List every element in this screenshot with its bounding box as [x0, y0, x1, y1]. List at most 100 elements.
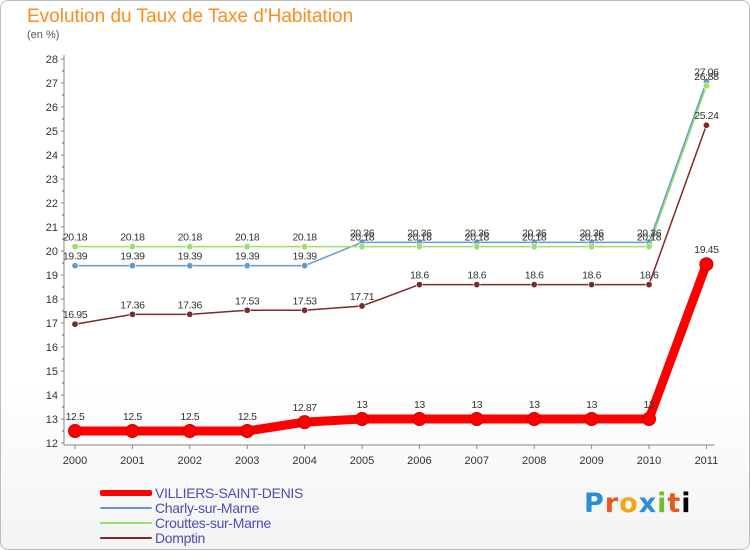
data-label: 12.5 — [238, 411, 257, 423]
data-label: 19.39 — [120, 251, 145, 263]
data-label: 18.6 — [410, 270, 429, 282]
data-point — [71, 320, 79, 328]
data-label: 17.53 — [235, 295, 260, 307]
data-label: 20.36 — [579, 227, 604, 239]
data-point — [530, 281, 538, 289]
data-label: 18.6 — [582, 270, 601, 282]
y-tick-label: 26 — [46, 102, 58, 114]
data-point — [128, 262, 136, 270]
data-label: 20.18 — [407, 232, 432, 244]
data-point — [186, 243, 194, 251]
data-label: 13 — [586, 399, 597, 411]
data-label: 20.36 — [407, 227, 432, 239]
data-label: 20.36 — [350, 227, 375, 239]
x-tick-label: 2006 — [407, 455, 431, 467]
data-point — [186, 262, 194, 270]
proxiti-logo: Proxiti — [584, 488, 692, 519]
data-point — [71, 262, 79, 270]
data-point — [584, 412, 599, 426]
y-tick-label: 27 — [46, 78, 58, 90]
y-tick-label: 25 — [46, 126, 58, 138]
y-tick-label: 19 — [46, 270, 58, 282]
legend-label-villiers-saint-denis: VILLIERS-SAINT-DENIS — [155, 485, 304, 501]
data-point — [240, 424, 255, 438]
data-point — [71, 243, 79, 251]
data-point — [128, 310, 136, 318]
data-point — [128, 243, 136, 251]
data-label: 19.39 — [178, 251, 203, 263]
legend-label-charly-sur-marne: Charly-sur-Marne — [155, 500, 260, 516]
data-label: 26.88 — [694, 71, 719, 83]
logo-letter: x — [638, 488, 658, 519]
data-label: 13 — [529, 399, 540, 411]
series-line-charly-sur-marne — [74, 80, 708, 267]
data-point — [415, 281, 423, 289]
chart-axes: 12 13 14 15 16 17 18 19 20 21 22 23 24 25 26 27 28 2000 20… — [46, 54, 718, 467]
x-tick-label: 2002 — [178, 455, 202, 467]
logo-letter: P — [584, 488, 605, 519]
data-point — [243, 243, 251, 251]
data-point — [243, 262, 251, 270]
data-label: 25.24 — [694, 110, 719, 122]
data-label: 19.45 — [694, 244, 719, 256]
legend-swatch-domptin — [100, 537, 152, 539]
data-label: 18.6 — [467, 270, 486, 282]
x-tick-label: 2003 — [235, 455, 259, 467]
data-label: 17.36 — [120, 299, 145, 311]
data-label: 27.06 — [694, 67, 719, 79]
y-tick-label: 28 — [46, 54, 58, 66]
data-point — [469, 412, 484, 426]
data-point — [530, 243, 538, 251]
data-label: 20.18 — [465, 232, 490, 244]
data-point — [702, 121, 710, 129]
legend-swatch-charly-sur-marne — [100, 507, 152, 509]
data-point — [412, 412, 427, 426]
data-label: 17.36 — [178, 299, 203, 311]
y-tick-label: 16 — [46, 342, 58, 354]
data-label: 20.36 — [465, 227, 490, 239]
data-label: 12.87 — [292, 402, 317, 414]
data-point — [699, 257, 714, 272]
y-tick-label: 23 — [46, 174, 58, 186]
data-label: 20.18 — [637, 232, 662, 244]
series-layer — [68, 78, 714, 438]
data-point — [301, 306, 309, 314]
y-tick-label: 22 — [46, 198, 58, 210]
series-line-domptin — [74, 124, 708, 325]
data-point — [186, 310, 194, 318]
data-point — [527, 412, 542, 426]
data-point — [355, 412, 369, 426]
data-label: 19.39 — [63, 251, 88, 263]
data-point — [125, 424, 140, 438]
data-point — [68, 424, 82, 438]
data-point — [297, 415, 312, 430]
data-label: 17.71 — [350, 291, 375, 303]
chart-unit-label: (en %) — [27, 29, 60, 41]
logo-letter: r — [604, 488, 620, 519]
legend-label-domptin: Domptin — [155, 530, 206, 546]
data-point — [415, 243, 423, 251]
data-point — [358, 243, 366, 251]
data-point — [588, 281, 596, 289]
data-point — [645, 243, 653, 251]
x-tick-label: 2004 — [292, 455, 316, 467]
data-point — [182, 424, 197, 438]
data-label: 20.36 — [522, 227, 547, 239]
data-point — [473, 243, 481, 251]
y-tick-label: 17 — [46, 318, 58, 330]
x-tick-label: 2010 — [637, 455, 661, 467]
x-tick-label: 2011 — [695, 455, 719, 467]
data-label: 20.18 — [292, 232, 317, 244]
data-point — [301, 262, 309, 270]
data-label: 20.18 — [579, 232, 604, 244]
y-tick-label: 20 — [46, 246, 58, 258]
y-tick-label: 12 — [46, 438, 58, 450]
data-label: 19.39 — [292, 251, 317, 263]
data-point — [301, 243, 309, 251]
x-tick-label: 2000 — [63, 455, 87, 467]
data-label: 18.6 — [640, 270, 659, 282]
data-label: 12.5 — [180, 411, 199, 423]
data-point — [473, 281, 481, 289]
logo-letter: i — [681, 488, 692, 519]
